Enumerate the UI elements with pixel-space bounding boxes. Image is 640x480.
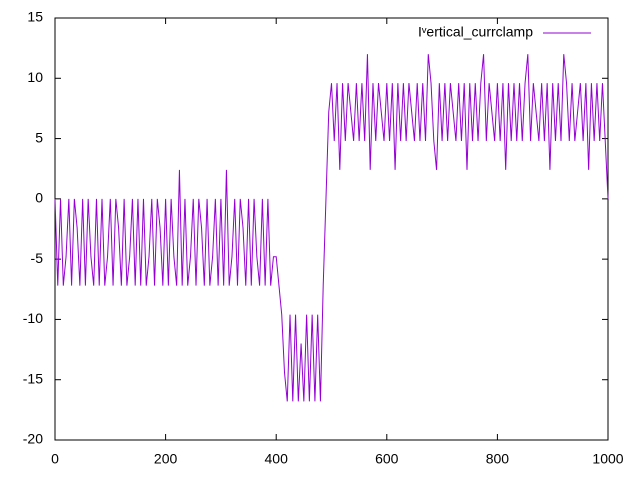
y-tick-label: -10 bbox=[23, 310, 43, 326]
x-tick-label: 800 bbox=[486, 451, 510, 467]
series-line bbox=[54, 54, 609, 402]
x-tick-label: 600 bbox=[375, 451, 399, 467]
y-tick-label: 0 bbox=[35, 190, 43, 206]
y-tick-label: 15 bbox=[27, 9, 43, 25]
y-tick-label: -20 bbox=[23, 431, 43, 447]
x-tick-label: 0 bbox=[51, 451, 59, 467]
y-tick-label: -5 bbox=[31, 250, 44, 266]
y-tick-label: 10 bbox=[27, 69, 43, 85]
legend-label: Iᵛertical_currclamp bbox=[418, 24, 533, 40]
y-tick-label: -15 bbox=[23, 370, 43, 386]
x-tick-label: 400 bbox=[265, 451, 289, 467]
plot-frame bbox=[54, 17, 609, 441]
y-tick-label: 5 bbox=[35, 129, 43, 145]
x-tick-label: 1000 bbox=[592, 451, 623, 467]
x-tick-label: 200 bbox=[154, 451, 178, 467]
